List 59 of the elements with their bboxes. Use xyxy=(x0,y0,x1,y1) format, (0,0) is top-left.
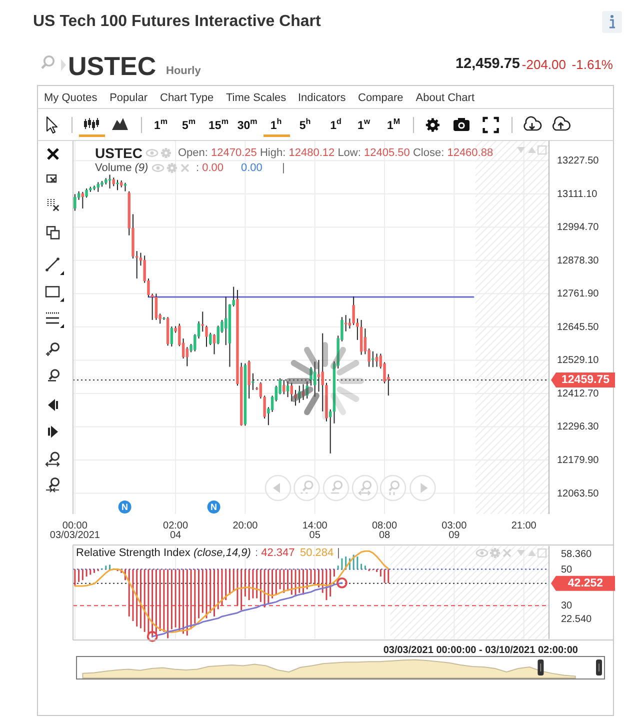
y-tick-label: 12761.90 xyxy=(557,288,600,300)
text: 5$^{m}$ xyxy=(182,116,196,132)
text: 1$^{M}$ xyxy=(386,116,400,132)
text: Compare xyxy=(358,92,404,104)
y-tick-label: 12179.90 xyxy=(557,454,600,466)
text: 1$^{h}$ xyxy=(270,116,282,132)
ref-line-label: 12459.75 xyxy=(562,374,610,386)
annotation: Volume (9) xyxy=(95,162,149,174)
x-tick-label: 21:00 xyxy=(511,520,537,531)
annotation: N xyxy=(122,502,128,512)
text: Time Scales xyxy=(226,92,287,104)
x-tick-label: 08:00 08 xyxy=(372,520,398,540)
y-tick-label: 12878.30 xyxy=(557,254,600,266)
text: 1$^{d}$ xyxy=(330,116,342,132)
x-tick-label: 00:00 03/03/2021 xyxy=(50,520,100,540)
text: Hourly xyxy=(166,65,202,77)
text: -204.00 xyxy=(522,56,566,72)
text: My Quotes xyxy=(44,92,98,104)
y-tick-label: 50 xyxy=(561,564,573,575)
x-tick-label: 03:00 09 xyxy=(442,520,468,540)
annotation: N xyxy=(210,502,218,512)
text: USTEC xyxy=(68,51,156,81)
text: 1$^{w}$ xyxy=(357,116,371,132)
x-tick-label: 02:00 04 xyxy=(163,520,188,540)
y-tick-label: 12994.70 xyxy=(557,222,600,233)
x-tick-label: 14:00 05 xyxy=(302,520,328,540)
y-tick-label: 12645.50 xyxy=(557,321,600,332)
y-tick-label: 12412.70 xyxy=(557,388,600,399)
text: Indicators xyxy=(298,92,346,104)
annotation: 50.284 xyxy=(300,547,334,559)
text: 15$^{m}$ xyxy=(208,116,228,132)
y-tick-label: 13111.10 xyxy=(557,188,598,200)
y-tick-label: 12296.30 xyxy=(557,421,600,432)
text: 5$^{h}$ xyxy=(299,116,311,132)
text: Popular xyxy=(110,92,148,104)
annotation: Open: 12470.25 High: 12480.12 Low: 12405.50 Close: 12460.88 xyxy=(178,147,494,159)
y-tick-label: 30 xyxy=(561,600,573,612)
annotation: USTEC xyxy=(95,145,142,161)
x-tick-label: 20:00 xyxy=(232,520,258,531)
text: Chart Type xyxy=(160,92,214,104)
y-tick-label: 13227.50 xyxy=(557,155,600,166)
text: US Tech 100 Futures Interactive Chart xyxy=(33,12,322,30)
annotation: | xyxy=(282,162,285,174)
y-tick-label: 22.540 xyxy=(561,614,592,625)
text: 03/03/2021 00:00:00 - 03/10/2021 02:00:00 xyxy=(383,644,578,656)
annotation: | xyxy=(337,547,340,559)
text: 1$^{m}$ xyxy=(154,116,168,132)
y-tick-label: 12529.10 xyxy=(557,354,600,366)
text: 12,459.75 xyxy=(455,56,520,72)
ref-line-label: 42.252 xyxy=(568,577,604,590)
text: About Chart xyxy=(416,92,475,104)
annotation: : 0.00 xyxy=(196,162,224,174)
annotation: : 42.347 xyxy=(255,547,295,559)
text: 30$^{m}$ xyxy=(237,116,258,132)
y-tick-label: 12063.50 xyxy=(557,488,600,499)
text: -1.61% xyxy=(572,56,614,72)
annotation: 0.00 xyxy=(241,162,262,174)
y-tick-label: 58.360 xyxy=(561,548,592,560)
chart-title: Relative Strength Index (close,14,9) xyxy=(76,547,252,559)
